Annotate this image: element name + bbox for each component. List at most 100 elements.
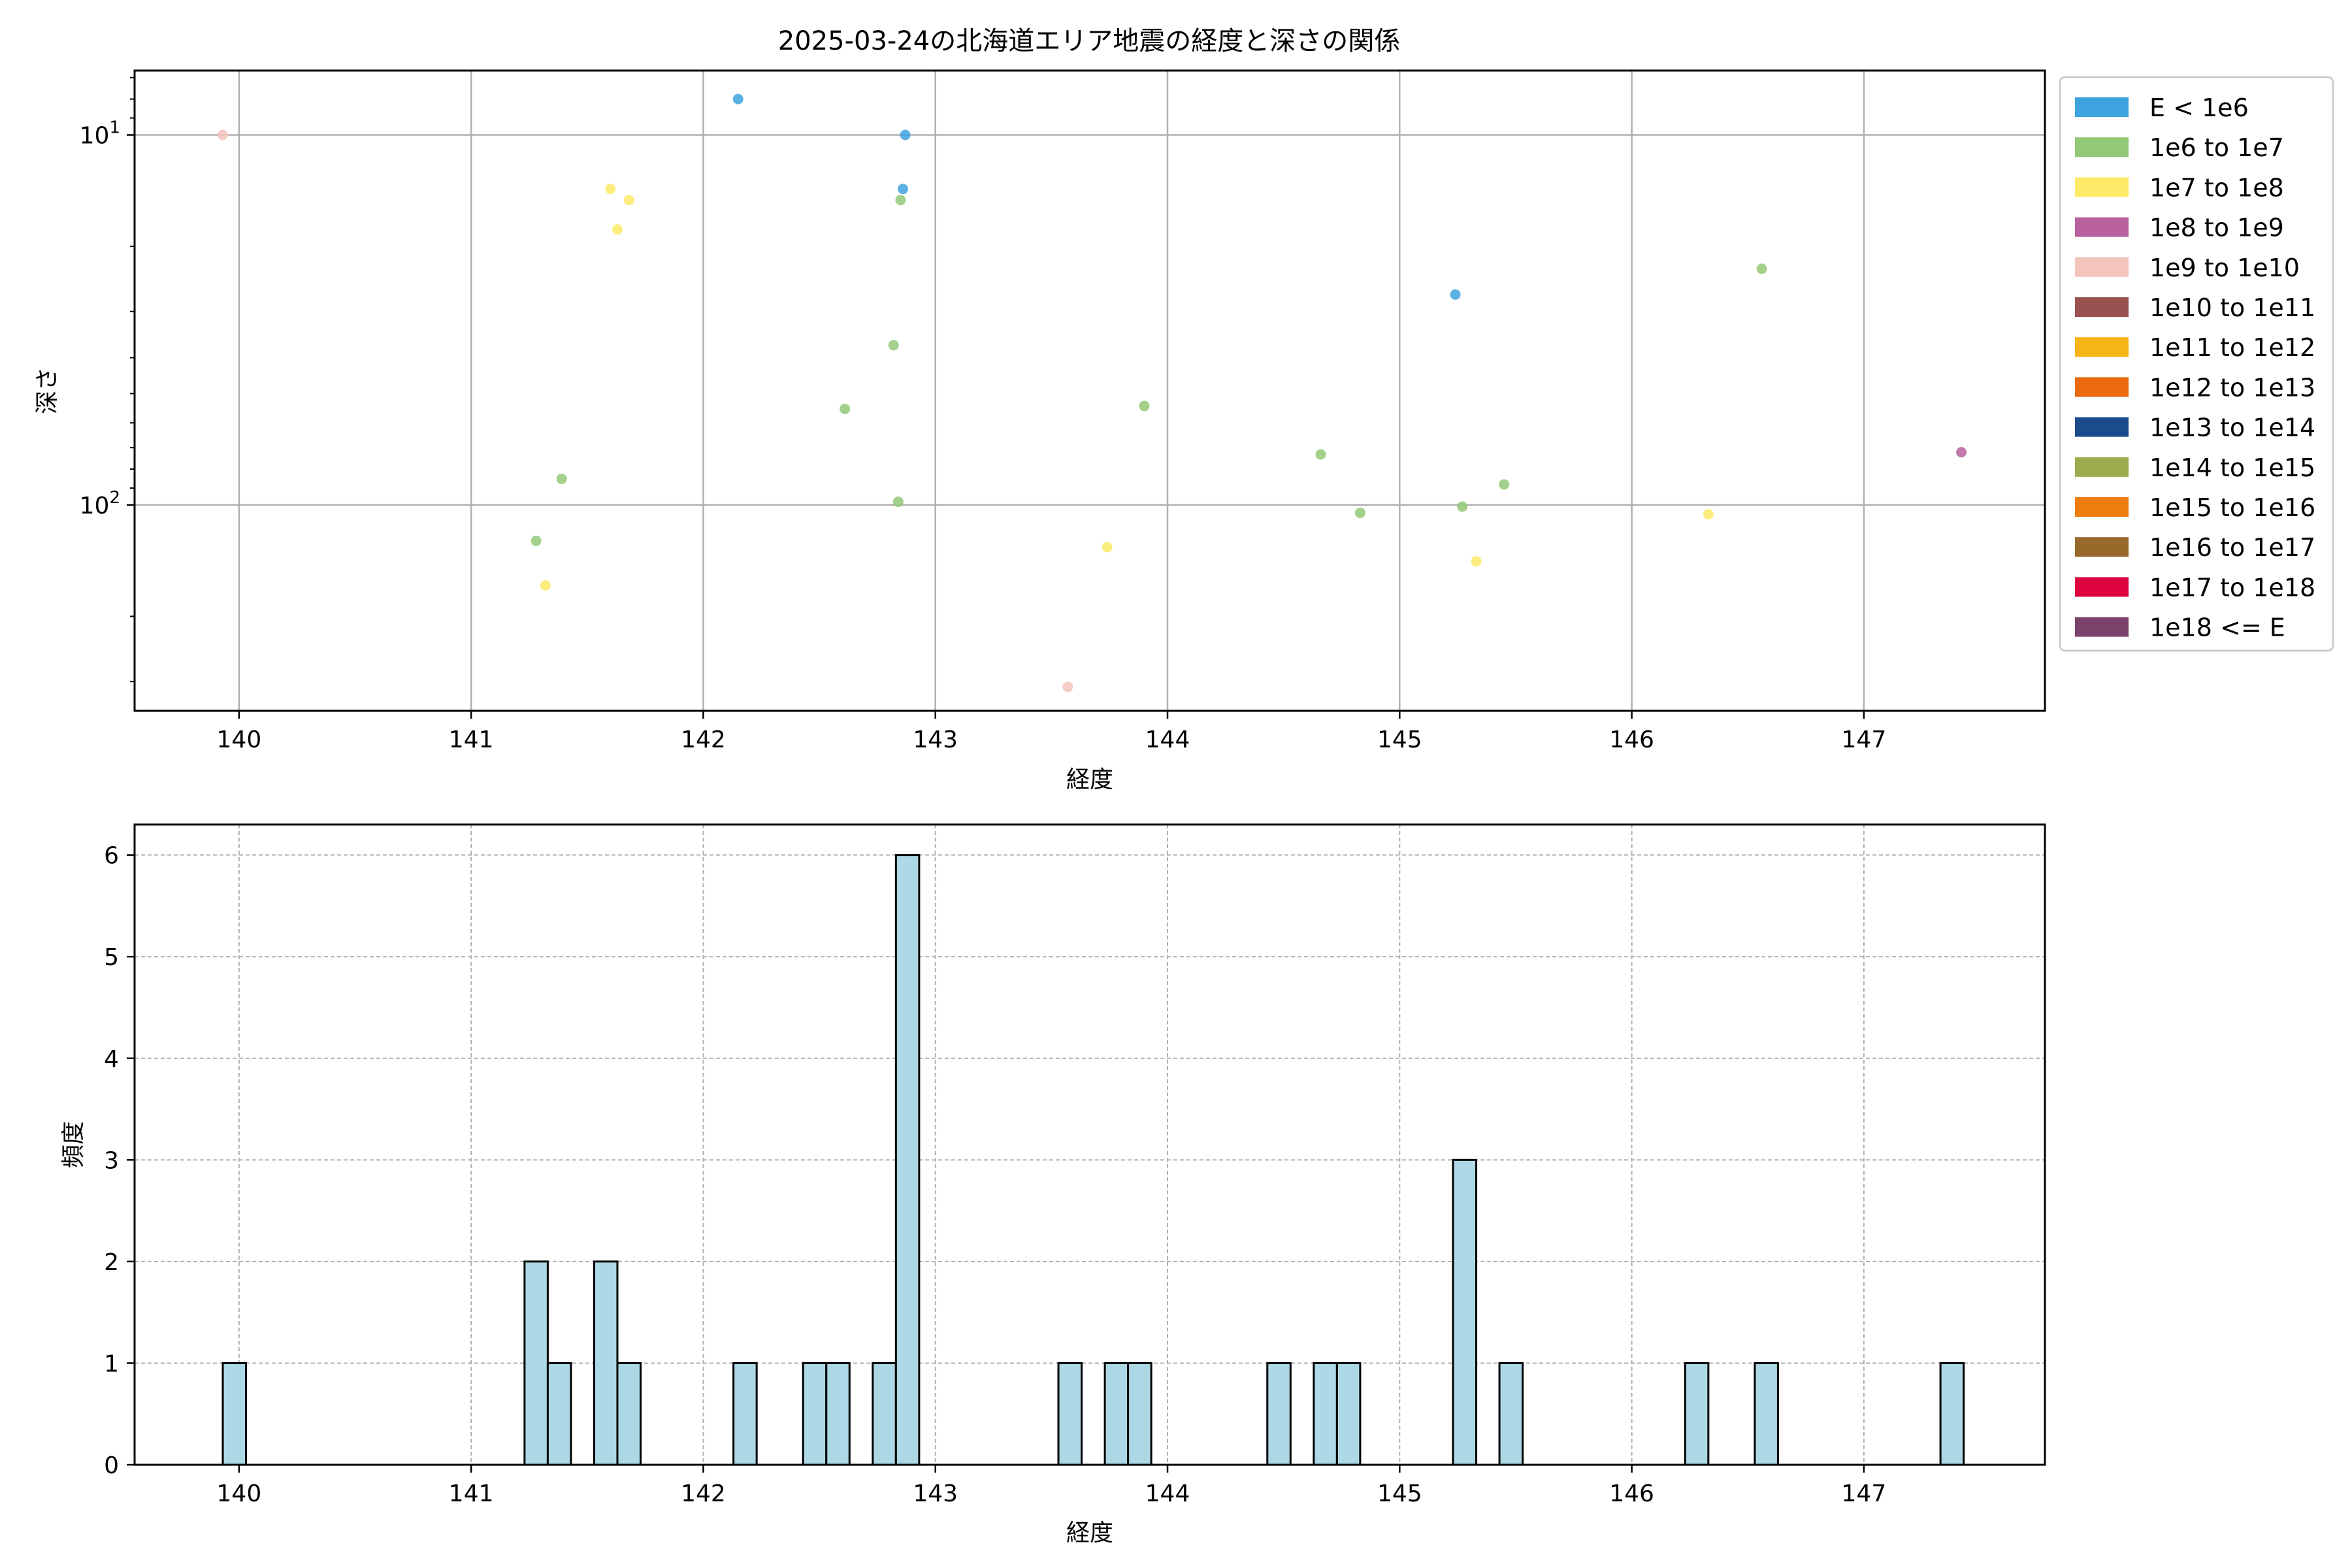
scatter-point	[1703, 509, 1714, 520]
scatter-point	[623, 195, 634, 206]
scatter-point	[840, 403, 851, 414]
scatter-point	[1956, 447, 1967, 458]
legend-swatch	[2075, 377, 2129, 397]
scatter-point	[888, 340, 899, 351]
histogram-bar	[1335, 1362, 1362, 1466]
histogram-bar	[546, 1362, 572, 1466]
scatter-point	[540, 580, 551, 591]
legend-swatch	[2075, 457, 2129, 477]
scatter-x-tick-label: 145	[1377, 727, 1422, 753]
legend-label: 1e14 to 1e15	[2149, 453, 2315, 482]
histogram-y-tick-label: 0	[104, 1452, 119, 1479]
scatter-x-tick-label: 144	[1145, 727, 1190, 753]
scatter-x-ticks: 140 141 142 143 144 145 146 147	[217, 711, 1887, 753]
legend-items: E < 1e6 1e6 to 1e7 1e7 to 1e8 1e8 to 1e9 1e9…	[2075, 93, 2315, 642]
histogram-x-axis-label: 経度	[1066, 1520, 1113, 1546]
legend-frame	[2059, 76, 2334, 652]
histogram-x-tick-label: 144	[1145, 1480, 1190, 1507]
histogram-x-ticks: 140 141 142 143 144 145 146 147	[217, 1465, 1887, 1507]
scatter-point	[1062, 681, 1073, 693]
legend-label: 1e12 to 1e13	[2149, 373, 2315, 402]
legend-label: 1e11 to 1e12	[2149, 333, 2315, 362]
histogram-x-tick-label: 142	[681, 1480, 726, 1507]
legend-label: 1e10 to 1e11	[2149, 293, 2315, 322]
scatter-point	[732, 93, 743, 105]
legend-label: 1e9 to 1e10	[2149, 253, 2300, 282]
legend-label: 1e18 <= E	[2149, 613, 2285, 642]
histogram-x-tick-label: 147	[1842, 1480, 1887, 1507]
histogram-bar	[1057, 1362, 1083, 1466]
histogram-bar	[1103, 1362, 1130, 1466]
scatter-point	[1756, 263, 1767, 274]
histogram-y-tick-label: 3	[104, 1147, 119, 1174]
histogram-y-tick-label: 4	[104, 1046, 119, 1073]
scatter-point	[1457, 501, 1468, 512]
histogram-x-tick-label: 145	[1377, 1480, 1422, 1507]
scatter-point	[897, 184, 908, 195]
histogram-x-tick-label: 143	[913, 1480, 958, 1507]
histogram-bar	[1939, 1362, 1965, 1466]
scatter-x-tick-label: 140	[217, 727, 262, 753]
legend: E < 1e6 1e6 to 1e7 1e7 to 1e8 1e8 to 1e9 1e9…	[2059, 76, 2334, 652]
histogram-bar	[1684, 1362, 1710, 1466]
histogram-x-tick-label: 141	[449, 1480, 494, 1507]
legend-swatch	[2075, 337, 2129, 357]
legend-label: E < 1e6	[2149, 93, 2249, 122]
legend-swatch	[2075, 217, 2129, 237]
histogram-grid	[135, 825, 2045, 1465]
histogram-bar	[593, 1260, 619, 1466]
legend-swatch	[2075, 617, 2129, 637]
scatter-grid	[135, 71, 2045, 711]
legend-label: 1e15 to 1e16	[2149, 493, 2315, 522]
scatter-point	[1471, 556, 1482, 567]
scatter-title: 2025-03-24の北海道エリア地震の経度と深さの関係	[778, 26, 1400, 56]
legend-swatch	[2075, 537, 2129, 557]
legend-swatch	[2075, 577, 2129, 597]
legend-swatch	[2075, 497, 2129, 517]
histogram-bar	[894, 854, 921, 1466]
histogram-y-tick-label: 1	[104, 1350, 119, 1377]
scatter-point	[1139, 400, 1150, 412]
scatter-y-ticks: 101 102	[80, 76, 135, 683]
histogram-bar	[1452, 1158, 1478, 1466]
legend-swatch	[2075, 137, 2129, 157]
scatter-point	[605, 184, 616, 195]
legend-label: 1e16 to 1e17	[2149, 533, 2315, 562]
histogram-y-tick-label: 2	[104, 1249, 119, 1276]
scatter-plot-frame	[133, 69, 2046, 712]
scatter-point	[1499, 479, 1510, 490]
histogram-bar	[825, 1362, 851, 1466]
scatter-x-tick-label: 141	[449, 727, 494, 753]
histogram-y-ticks: 0 1 2 3 4 5 6	[104, 843, 135, 1479]
histogram-x-tick-label: 140	[217, 1480, 262, 1507]
histogram-y-tick-label: 6	[104, 843, 119, 870]
histogram-bar	[1266, 1362, 1292, 1466]
legend-swatch	[2075, 417, 2129, 437]
scatter-x-tick-label: 142	[681, 727, 726, 753]
scatter-point	[892, 496, 904, 507]
scatter-point	[1354, 507, 1365, 518]
scatter-x-tick-label: 143	[913, 727, 958, 753]
histogram-bar	[1313, 1362, 1338, 1466]
legend-swatch	[2075, 257, 2129, 277]
legend-swatch	[2075, 297, 2129, 317]
legend-label: 1e17 to 1e18	[2149, 573, 2315, 602]
scatter-point	[556, 473, 567, 484]
histogram-x-tick-label: 146	[1609, 1480, 1654, 1507]
scatter-x-tick-label: 147	[1842, 727, 1887, 753]
legend-swatch	[2075, 177, 2129, 197]
legend-swatch	[2075, 97, 2129, 117]
histogram-bar	[1754, 1362, 1779, 1466]
histogram-bar	[616, 1362, 642, 1466]
scatter-point	[612, 224, 623, 235]
scatter-point	[218, 129, 229, 140]
histogram-bar	[872, 1362, 897, 1466]
scatter-y-tick-label: 101	[80, 118, 120, 150]
legend-label: 1e8 to 1e9	[2149, 214, 2284, 242]
legend-label: 1e6 to 1e7	[2149, 133, 2284, 162]
scatter-point	[1450, 289, 1461, 300]
scatter-point	[900, 129, 911, 140]
scatter-x-axis-label: 経度	[1066, 766, 1113, 793]
scatter-points	[218, 93, 1967, 693]
